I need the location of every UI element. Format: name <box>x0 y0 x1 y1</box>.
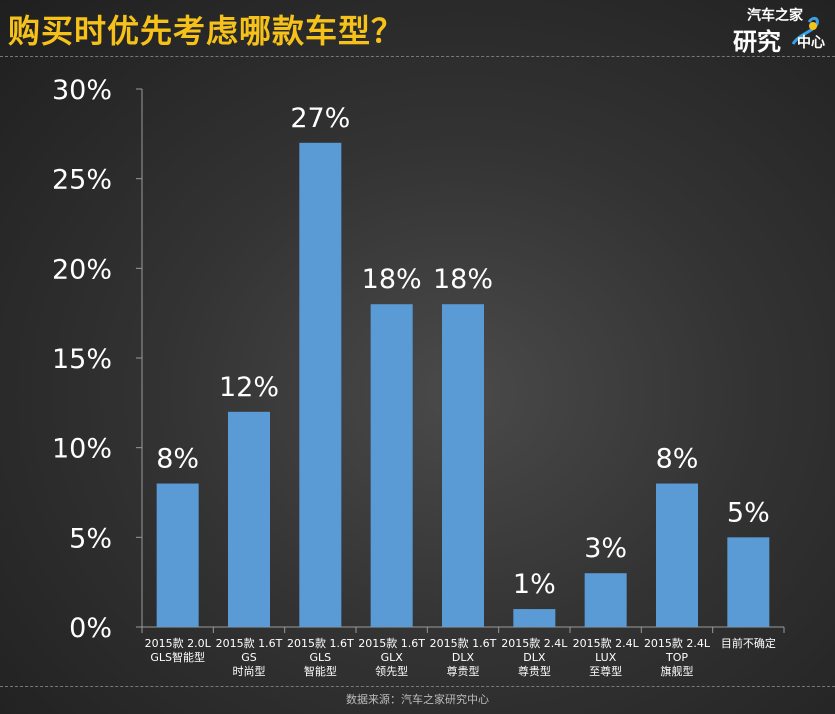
logo-text-3: 中心 <box>797 35 825 51</box>
x-category-label: DLX <box>452 651 475 664</box>
title-divider <box>0 56 835 57</box>
y-tick-label: 15% <box>52 344 112 375</box>
bar <box>513 609 556 627</box>
x-category-label: GS <box>241 651 257 664</box>
y-tick-label: 10% <box>52 434 112 465</box>
x-category-label: LUX <box>595 651 617 664</box>
x-category-label: 领先型 <box>375 664 408 678</box>
x-category-label: 2015款 2.0L <box>145 636 212 650</box>
bar-value-label: 8% <box>656 444 699 475</box>
bar-value-label: 8% <box>156 444 199 475</box>
y-tick-label: 25% <box>52 165 112 196</box>
y-tick-label: 30% <box>52 75 112 106</box>
bar <box>656 483 698 627</box>
x-category-label: 2015款 2.4L <box>573 636 640 650</box>
y-tick-label: 5% <box>69 523 112 554</box>
x-category-label: 2015款 1.6T <box>287 636 354 650</box>
bar-value-label: 18% <box>362 264 422 295</box>
bar <box>156 483 199 627</box>
bar <box>584 573 627 627</box>
bar-value-label: 3% <box>584 533 627 564</box>
footer-divider <box>0 686 835 687</box>
x-category-label: GLS智能型 <box>150 650 205 664</box>
logo-swirl-icon <box>791 16 819 45</box>
bar-value-label: 5% <box>727 497 770 528</box>
data-source: 数据来源：汽车之家研究中心 <box>346 693 489 706</box>
x-category-label: 尊贵型 <box>447 664 480 678</box>
bar <box>727 537 770 627</box>
x-category-label: 2015款 1.6T <box>430 636 497 650</box>
chart-title: 购买时优先考虑哪款车型？ <box>8 12 405 50</box>
x-category-label: DLX <box>523 651 546 664</box>
x-category-label: 时尚型 <box>233 664 266 678</box>
x-category-label: GLX <box>381 651 404 664</box>
autohome-research-logo: 汽车之家 研究 中心 <box>733 4 825 56</box>
bar <box>370 304 413 627</box>
y-tick-label: 20% <box>52 254 112 285</box>
x-category-label: 2015款 1.6T <box>358 636 425 650</box>
logo-text-1: 汽车之家 <box>747 8 803 24</box>
x-category-label: 目前不确定 <box>721 636 776 650</box>
x-category-label: TOP <box>665 651 688 664</box>
bar <box>228 411 270 627</box>
x-category-label: GLS <box>310 651 332 664</box>
x-category-label: 尊贵型 <box>518 664 551 678</box>
bar <box>299 142 342 628</box>
bar <box>442 304 484 627</box>
bar-value-label: 27% <box>290 103 350 134</box>
x-category-label: 智能型 <box>304 664 337 678</box>
bar-value-label: 18% <box>433 264 493 295</box>
x-category-label: 2015款 2.4L <box>501 636 568 650</box>
x-category-label: 2015款 1.6T <box>216 636 283 650</box>
x-category-label: 2015款 2.4L <box>644 636 711 650</box>
x-category-label: 旗舰型 <box>661 664 694 678</box>
y-tick-label: 0% <box>69 613 112 644</box>
bar-value-label: 12% <box>219 372 279 403</box>
logo-text-2: 研究 <box>733 28 781 56</box>
bar-value-label: 1% <box>513 569 556 600</box>
x-category-label: 至尊型 <box>589 664 622 678</box>
